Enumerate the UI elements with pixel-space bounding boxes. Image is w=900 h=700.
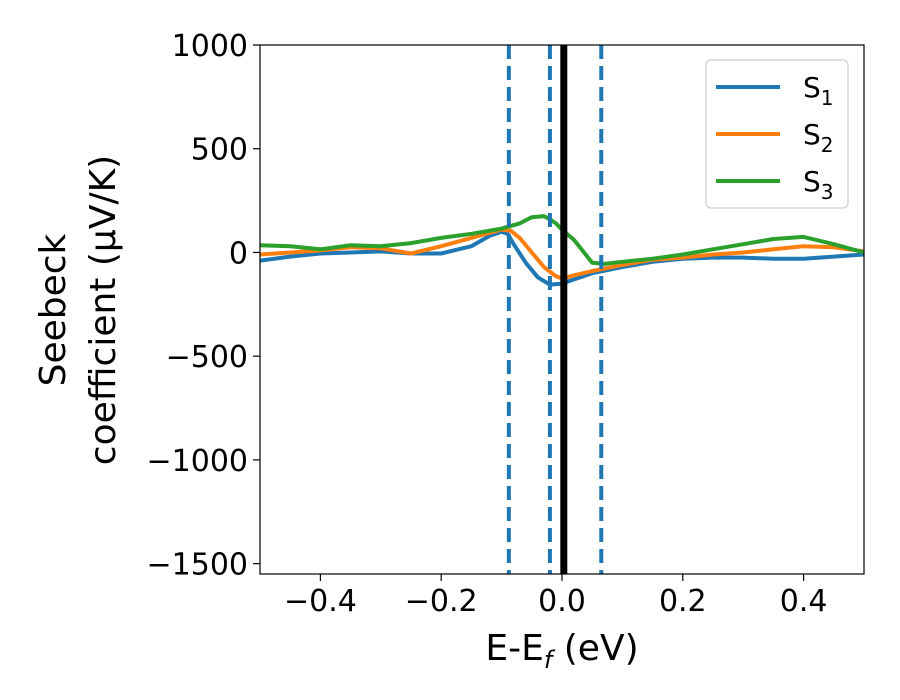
y-axis-label-line1: Seebeck <box>33 233 74 386</box>
legend-label-s1: S1 <box>803 71 834 110</box>
y-tick-label: −1000 <box>147 444 248 479</box>
plot-lines <box>260 214 864 287</box>
x-axis-ticks: −0.4 −0.2 0.0 0.2 0.4 <box>284 574 827 619</box>
series-line-s1 <box>260 229 864 287</box>
reference-lines <box>506 45 604 574</box>
x-axis-label-tail: (eV) <box>552 628 638 669</box>
x-tick-label: 0.4 <box>780 584 828 619</box>
legend: S1 S2 S3 <box>705 59 849 209</box>
x-tick-label: 0.2 <box>659 584 707 619</box>
series-line-s3 <box>260 214 864 266</box>
x-axis-label: E-Ef (eV) <box>485 628 638 674</box>
legend-label-s3: S3 <box>803 165 834 204</box>
y-axis-ticks: 1000 500 0 −500 −1000 −1500 <box>147 29 260 583</box>
y-tick-label: −1500 <box>147 548 248 583</box>
y-tick-label: 1000 <box>172 29 248 64</box>
y-tick-label: 0 <box>229 236 248 271</box>
y-tick-label: 500 <box>191 133 248 168</box>
series-line-s2 <box>260 227 864 281</box>
x-axis-label-main: E-E <box>485 628 543 669</box>
x-tick-label: −0.2 <box>405 584 478 619</box>
x-tick-label: −0.4 <box>284 584 357 619</box>
x-tick-label: 0.0 <box>538 584 586 619</box>
y-axis-label-line2: coefficient (μV/K) <box>83 155 124 465</box>
y-tick-label: −500 <box>166 340 248 375</box>
legend-label-s2: S2 <box>803 118 834 157</box>
